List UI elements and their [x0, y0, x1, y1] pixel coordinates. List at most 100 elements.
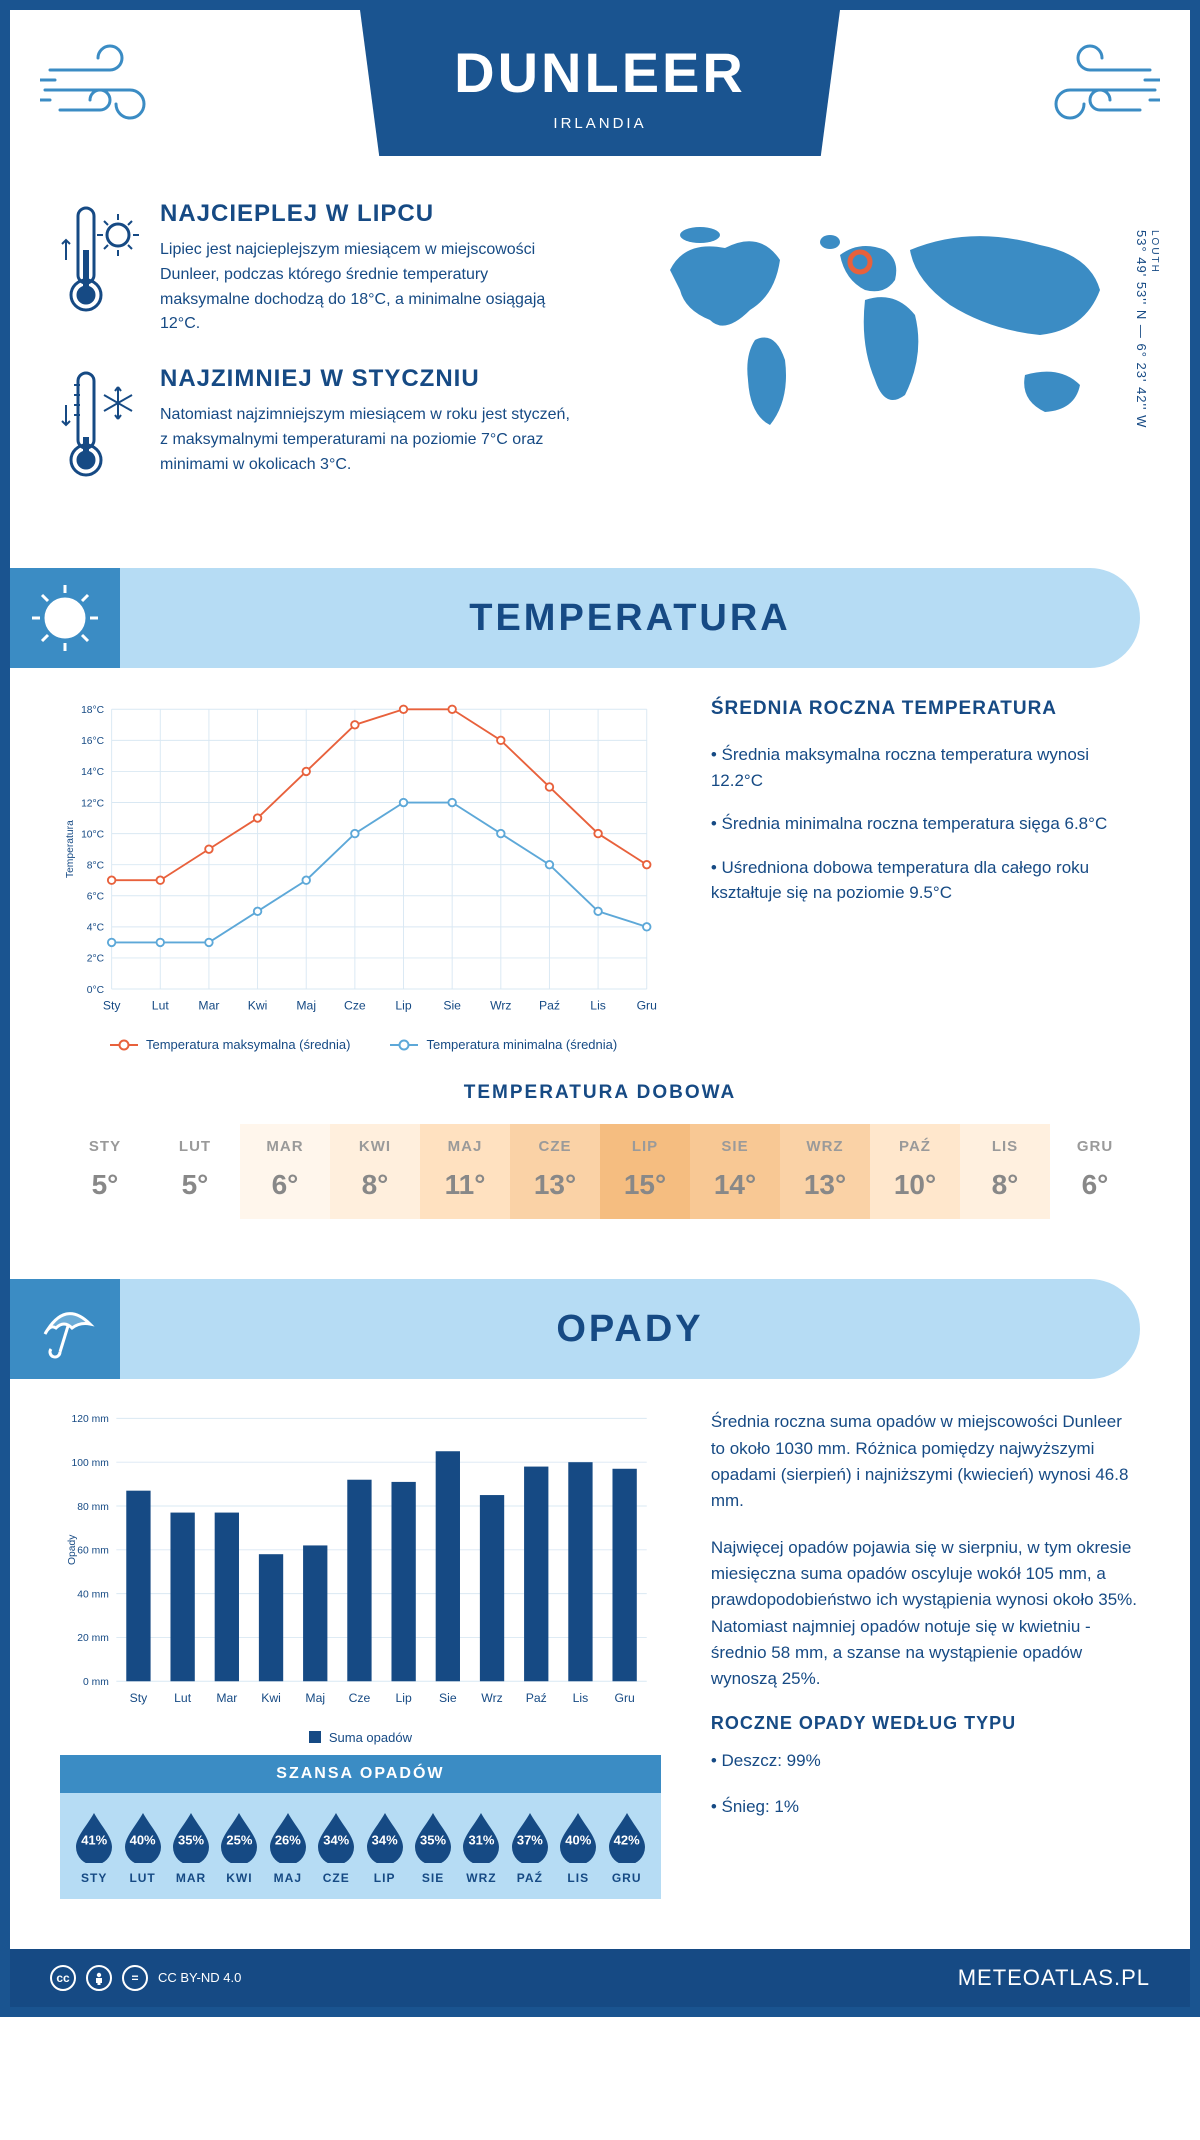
chance-title: SZANSA OPADÓW — [60, 1755, 661, 1793]
svg-text:2°C: 2°C — [87, 954, 105, 965]
infographic-page: DUNLEER IRLANDIA NAJCIEPLEJ W LIPCU Lipi… — [0, 0, 1200, 2017]
svg-text:Paź: Paź — [539, 999, 560, 1013]
precipitation-chart-col: 0 mm20 mm40 mm60 mm80 mm100 mm120 mmOpad… — [60, 1409, 661, 1918]
world-map-icon — [620, 200, 1140, 460]
coldest-body: Natomiast najzimniejszym miesiącem w rok… — [160, 403, 580, 477]
temp-bullet-2: • Średnia minimalna roczna temperatura s… — [711, 811, 1140, 837]
license-text: CC BY-ND 4.0 — [158, 1970, 241, 1985]
chance-item: 40%LIS — [554, 1811, 602, 1885]
svg-text:10°C: 10°C — [81, 830, 105, 841]
svg-text:18°C: 18°C — [81, 705, 105, 716]
chance-item: 25%KWI — [215, 1811, 263, 1885]
map-col: LOUTH 53° 49' 53'' N — 6° 23' 42'' W — [620, 200, 1140, 518]
temp-daily-cell: MAR6° — [240, 1124, 330, 1219]
cc-icon: cc — [50, 1965, 76, 1991]
svg-text:Gru: Gru — [637, 999, 657, 1013]
region-label: LOUTH — [1149, 230, 1160, 422]
header: DUNLEER IRLANDIA — [10, 10, 1190, 180]
country-subtitle: IRLANDIA — [360, 115, 840, 132]
svg-text:60 mm: 60 mm — [77, 1546, 109, 1557]
precip-para-2: Najwięcej opadów pojawia się w sierpniu,… — [711, 1535, 1140, 1693]
temperature-title: TEMPERATURA — [120, 597, 1140, 640]
intro-section: NAJCIEPLEJ W LIPCU Lipiec jest najcieple… — [10, 180, 1190, 548]
svg-text:Gru: Gru — [614, 1691, 634, 1705]
umbrella-tab-icon — [10, 1279, 120, 1379]
svg-text:20 mm: 20 mm — [77, 1634, 109, 1645]
hottest-body: Lipiec jest najcieplejszym miesiącem w m… — [160, 238, 580, 337]
temp-daily-cell: CZE13° — [510, 1124, 600, 1219]
intro-text-col: NAJCIEPLEJ W LIPCU Lipiec jest najcieple… — [60, 200, 580, 518]
svg-text:Wrz: Wrz — [481, 1691, 502, 1705]
city-title: DUNLEER — [360, 40, 840, 105]
coldest-block: NAJZIMNIEJ W STYCZNIU Natomiast najzimni… — [60, 365, 580, 490]
svg-text:8°C: 8°C — [87, 861, 105, 872]
chance-item: 34%LIP — [360, 1811, 408, 1885]
svg-text:Paź: Paź — [526, 1691, 547, 1705]
footer-license: cc = CC BY-ND 4.0 — [50, 1965, 241, 1991]
hottest-block: NAJCIEPLEJ W LIPCU Lipiec jest najcieple… — [60, 200, 580, 337]
svg-text:Wrz: Wrz — [490, 999, 511, 1013]
temperature-chart-col: 0°C2°C4°C6°C8°C10°C12°C14°C16°C18°CStyLu… — [60, 698, 661, 1052]
svg-text:Mar: Mar — [216, 1691, 237, 1705]
footer: cc = CC BY-ND 4.0 METEOATLAS.PL — [10, 1949, 1190, 2007]
temp-bullet-3: • Uśredniona dobowa temperatura dla całe… — [711, 855, 1140, 906]
by-icon — [86, 1965, 112, 1991]
svg-text:Maj: Maj — [305, 1691, 325, 1705]
svg-text:Lip: Lip — [396, 1691, 412, 1705]
svg-text:Lut: Lut — [174, 1691, 192, 1705]
coordinates: LOUTH 53° 49' 53'' N — 6° 23' 42'' W — [1134, 230, 1160, 428]
svg-text:Kwi: Kwi — [248, 999, 268, 1013]
nd-icon: = — [122, 1965, 148, 1991]
svg-text:120 mm: 120 mm — [72, 1415, 109, 1426]
svg-text:Mar: Mar — [198, 999, 219, 1013]
temp-daily-cell: PAŹ10° — [870, 1124, 960, 1219]
footer-brand: METEOATLAS.PL — [958, 1965, 1150, 1991]
chance-item: 40%LUT — [118, 1811, 166, 1885]
precip-legend: Suma opadów — [60, 1730, 661, 1745]
svg-text:Kwi: Kwi — [261, 1691, 281, 1705]
temperature-line-chart: 0°C2°C4°C6°C8°C10°C12°C14°C16°C18°CStyLu… — [60, 698, 661, 1017]
temperature-section-header: TEMPERATURA — [10, 568, 1140, 668]
svg-text:Cze: Cze — [349, 1691, 371, 1705]
precipitation-title: OPADY — [120, 1308, 1140, 1351]
temp-daily-cell: STY5° — [60, 1124, 150, 1219]
wind-icon-left — [40, 40, 170, 135]
svg-text:Lis: Lis — [573, 1691, 589, 1705]
legend-min: Temperatura minimalna (średnia) — [390, 1037, 617, 1052]
precipitation-section-header: OPADY — [10, 1279, 1140, 1379]
precipitation-info-col: Średnia roczna suma opadów w miejscowośc… — [711, 1409, 1140, 1918]
sun-tab-icon — [10, 568, 120, 668]
temp-info-title: ŚREDNIA ROCZNA TEMPERATURA — [711, 698, 1140, 720]
chance-item: 31%WRZ — [457, 1811, 505, 1885]
legend-precip: Suma opadów — [309, 1730, 412, 1745]
chance-item: 34%CZE — [312, 1811, 360, 1885]
chance-item: 37%PAŹ — [506, 1811, 554, 1885]
precip-type-1: • Deszcz: 99% — [711, 1748, 1140, 1774]
precipitation-body: 0 mm20 mm40 mm60 mm80 mm100 mm120 mmOpad… — [10, 1409, 1190, 1948]
temp-daily-cell: SIE14° — [690, 1124, 780, 1219]
svg-text:Sie: Sie — [443, 999, 461, 1013]
temp-daily-cell: KWI8° — [330, 1124, 420, 1219]
svg-text:Maj: Maj — [296, 999, 316, 1013]
temperature-body: 0°C2°C4°C6°C8°C10°C12°C14°C16°C18°CStyLu… — [10, 698, 1190, 1082]
coldest-title: NAJZIMNIEJ W STYCZNIU — [160, 365, 580, 393]
temp-daily-cell: MAJ11° — [420, 1124, 510, 1219]
temp-daily-table: STY5°LUT5°MAR6°KWI8°MAJ11°CZE13°LIP15°SI… — [60, 1124, 1140, 1219]
temperature-info-col: ŚREDNIA ROCZNA TEMPERATURA • Średnia mak… — [711, 698, 1140, 1052]
svg-text:4°C: 4°C — [87, 923, 105, 934]
svg-text:100 mm: 100 mm — [72, 1458, 109, 1469]
svg-text:Sie: Sie — [439, 1691, 457, 1705]
temp-legend: Temperatura maksymalna (średnia) Tempera… — [60, 1037, 661, 1052]
temperature-daily: TEMPERATURA DOBOWA STY5°LUT5°MAR6°KWI8°M… — [10, 1082, 1190, 1259]
title-banner: DUNLEER IRLANDIA — [360, 10, 840, 156]
hottest-title: NAJCIEPLEJ W LIPCU — [160, 200, 580, 228]
svg-text:Sty: Sty — [103, 999, 122, 1013]
temp-daily-cell: LIP15° — [600, 1124, 690, 1219]
svg-text:Lip: Lip — [395, 999, 411, 1013]
latlon-label: 53° 49' 53'' N — 6° 23' 42'' W — [1134, 230, 1149, 428]
precip-type-2: • Śnieg: 1% — [711, 1794, 1140, 1820]
svg-text:16°C: 16°C — [81, 736, 105, 747]
svg-text:40 mm: 40 mm — [77, 1590, 109, 1601]
temp-daily-cell: LIS8° — [960, 1124, 1050, 1219]
temp-daily-title: TEMPERATURA DOBOWA — [60, 1082, 1140, 1104]
